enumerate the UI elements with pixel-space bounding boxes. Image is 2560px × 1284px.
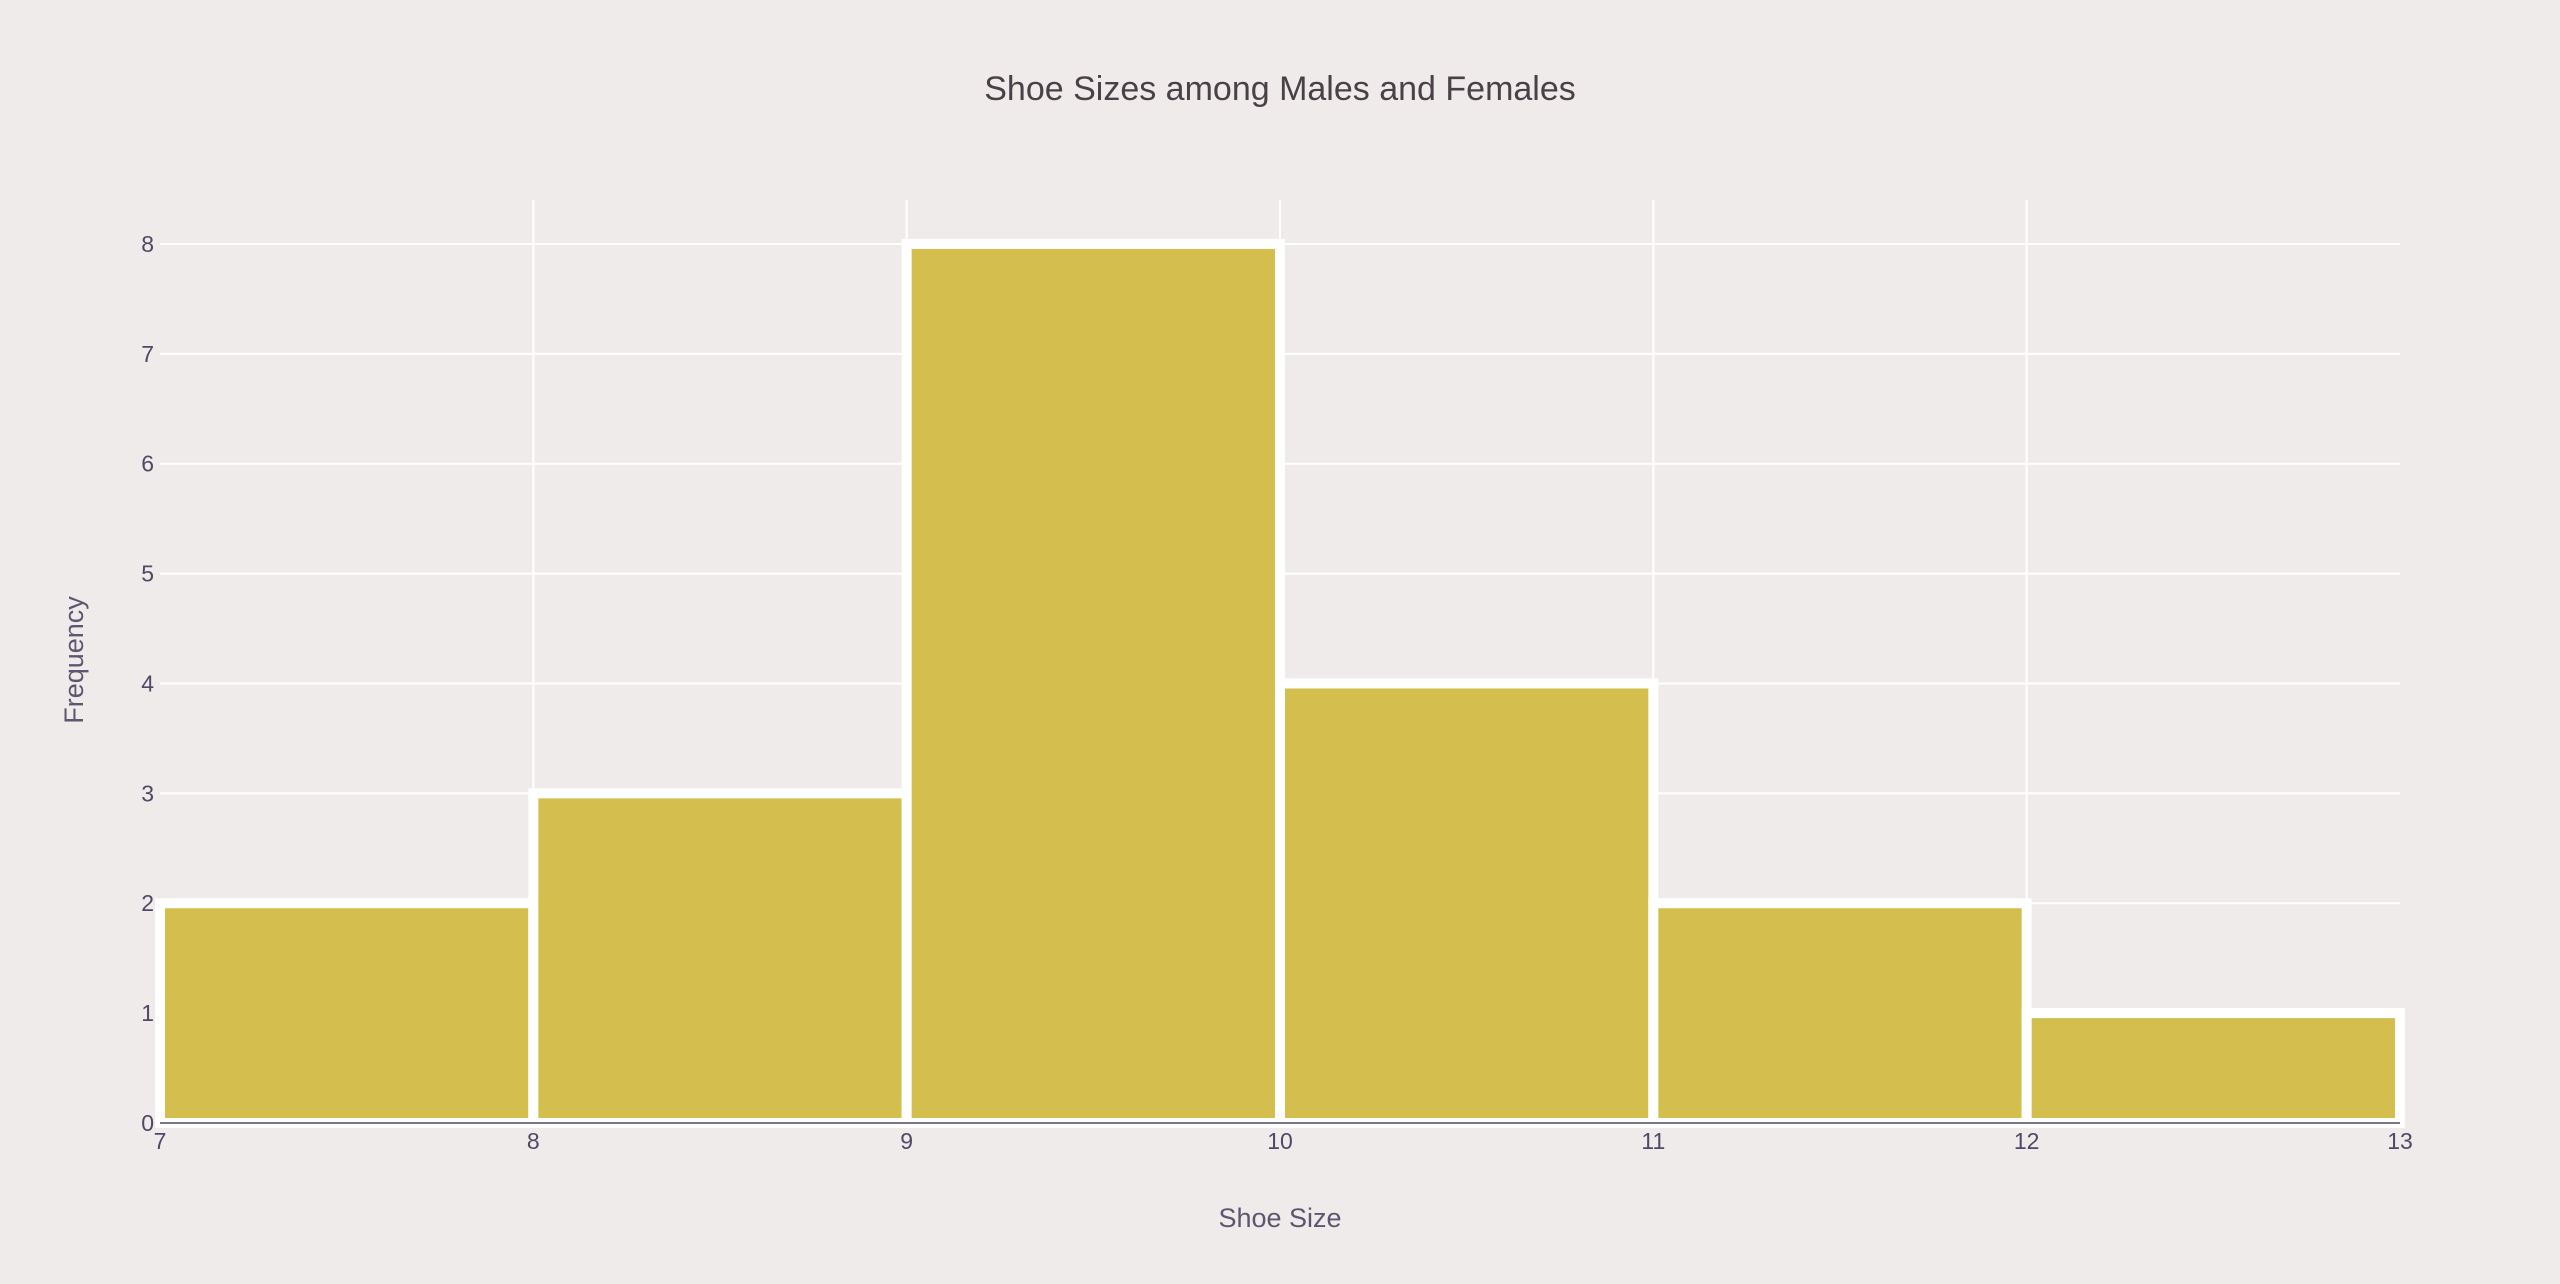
y-tick-label: 6 <box>141 451 154 477</box>
y-tick-label: 5 <box>141 561 154 587</box>
y-tick-label: 8 <box>141 231 154 257</box>
y-tick-label: 1 <box>141 1000 154 1026</box>
x-axis-title: Shoe Size <box>1218 1203 1341 1233</box>
x-tick-label: 12 <box>2014 1128 2040 1154</box>
x-tick-label: 13 <box>2387 1128 2413 1154</box>
x-tick-label: 11 <box>1641 1128 1665 1154</box>
y-tick-label: 0 <box>141 1110 154 1136</box>
bar-layer <box>155 238 2405 1128</box>
x-tick-label: 8 <box>527 1128 540 1154</box>
x-tick-label: 9 <box>900 1128 913 1154</box>
y-tick-label: 2 <box>141 890 154 916</box>
histogram-bar <box>901 238 1286 1128</box>
y-tick-label: 7 <box>141 341 154 367</box>
chart-title: Shoe Sizes among Males and Females <box>984 70 1576 108</box>
y-tick-label: 3 <box>141 780 154 806</box>
histogram-bar <box>528 788 912 1128</box>
histogram-bar <box>1275 678 1659 1128</box>
y-tick-label: 4 <box>141 670 154 696</box>
x-tick-label: 7 <box>154 1128 167 1154</box>
y-axis-title: Frequency <box>59 596 89 724</box>
histogram-bar <box>1648 898 2032 1128</box>
histogram-bar <box>2021 1008 2405 1128</box>
histogram-bar <box>155 898 539 1128</box>
x-tick-label: 10 <box>1267 1128 1293 1154</box>
